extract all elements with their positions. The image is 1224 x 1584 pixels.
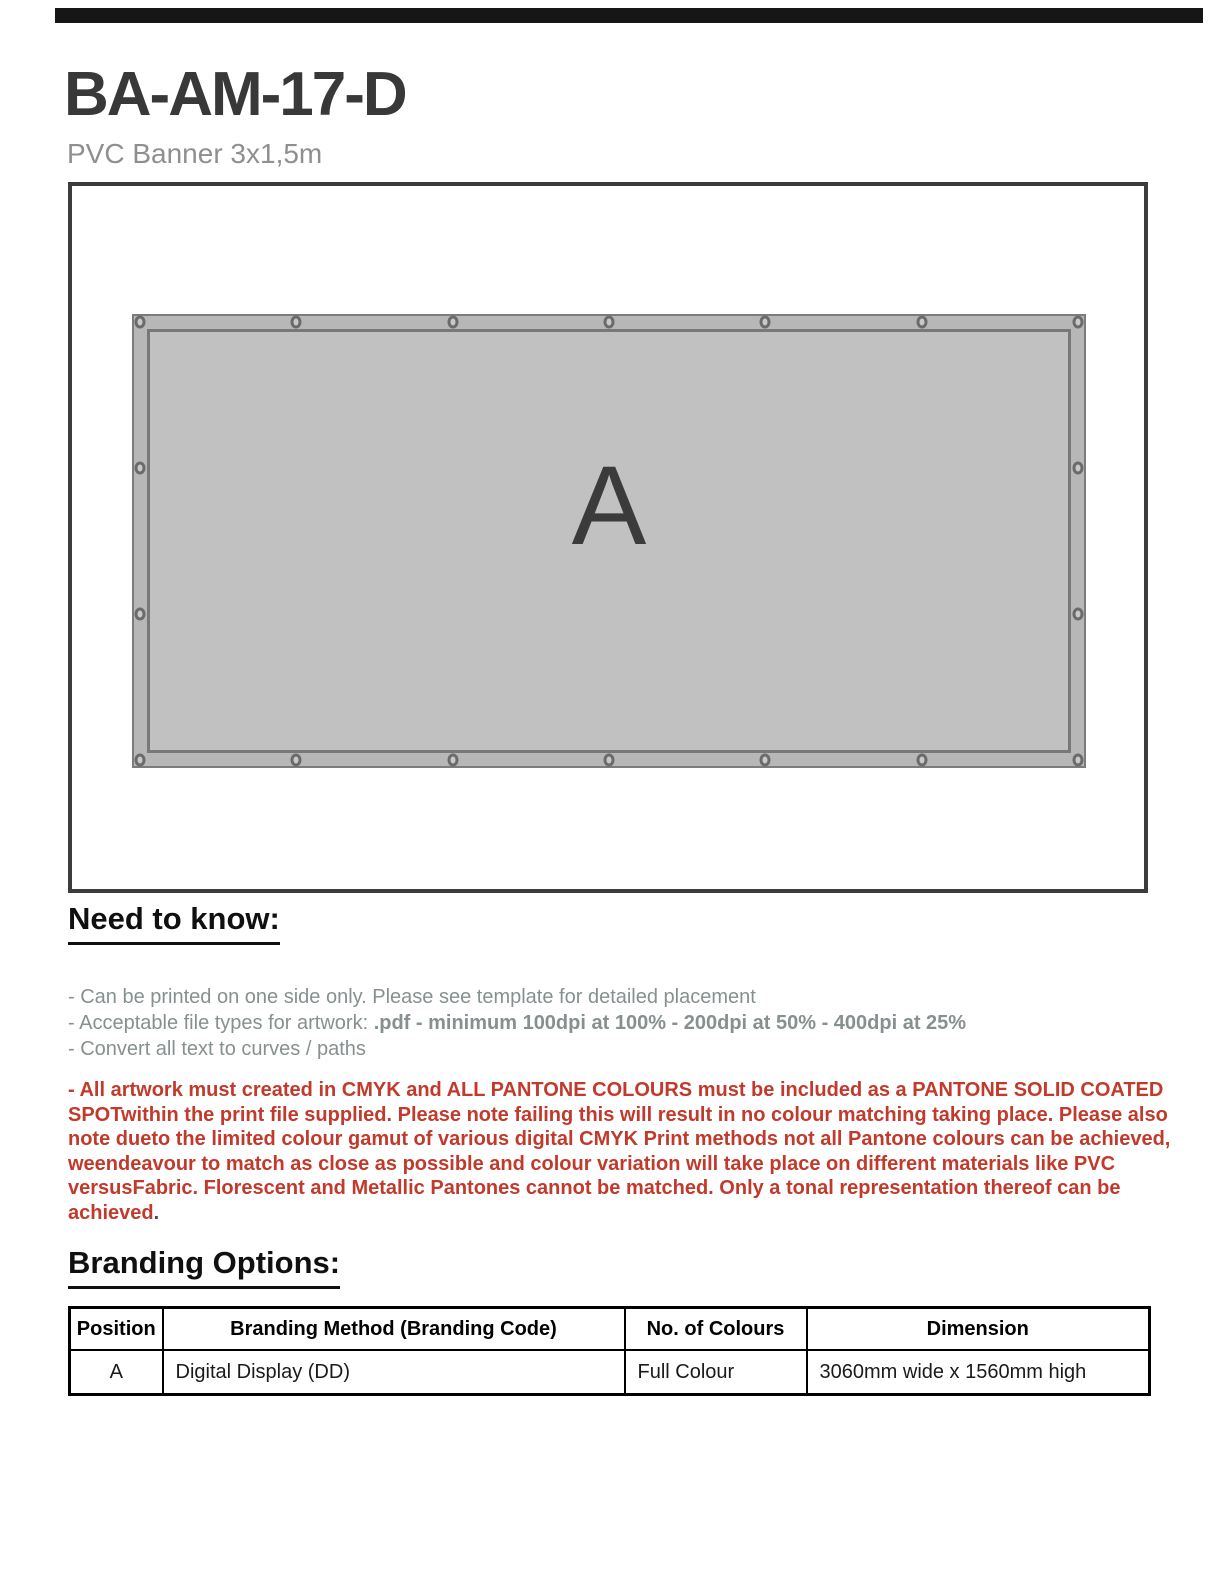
grommet-icon: [134, 607, 146, 621]
bullet-item: - Can be printed on one side only. Pleas…: [68, 986, 756, 1008]
bullet-item: - Convert all text to curves / paths: [68, 1038, 366, 1060]
table-cell: A: [68, 1349, 164, 1396]
table-header-cell: No. of Colours: [623, 1306, 808, 1351]
grommet-icon: [603, 753, 615, 767]
branding-table-head: Position Branding Method (Branding Code) N…: [68, 1306, 1151, 1351]
grommet-icon: [1072, 315, 1084, 329]
grommet-icon: [447, 315, 459, 329]
grommet-icon: [134, 753, 146, 767]
grommet-icon: [290, 315, 302, 329]
bullet-item: - Acceptable file types for artwork: .pd…: [68, 1012, 967, 1034]
table-header-cell: Branding Method (Branding Code): [161, 1306, 626, 1351]
grommet-icon: [759, 753, 771, 767]
branding-table: Position Branding Method (Branding Code) N…: [68, 1306, 1151, 1396]
warning-line: weendeavour to match as close as possibl…: [68, 1152, 1116, 1175]
banner-graphic: A: [132, 314, 1086, 768]
need-to-know-heading: Need to know:: [68, 901, 280, 946]
grommet-icon: [1072, 607, 1084, 621]
top-divider-bar: [55, 8, 1203, 23]
grommet-icon: [134, 461, 146, 475]
warning-paragraph: - All artwork must created in CMYK and A…: [68, 1078, 1170, 1225]
banner-print-area: [147, 329, 1071, 753]
warning-line: note dueto the limited colour gamut of v…: [68, 1128, 1171, 1150]
grommet-icon: [1072, 753, 1084, 767]
bullet-list: - Can be printed on one side only. Pleas…: [68, 984, 966, 1062]
warning-end-period: .: [153, 1201, 160, 1224]
table-header-row: Position Branding Method (Branding Code) N…: [68, 1306, 1151, 1351]
table-row: A Digital Display (DD) Full Colour 3060mm w…: [68, 1349, 1151, 1396]
table-header-cell: Dimension: [805, 1306, 1151, 1351]
branding-table-body: A Digital Display (DD) Full Colour 3060mm w…: [68, 1349, 1151, 1396]
grommet-icon: [916, 753, 928, 767]
bullet-bold-text: .pdf - minimum 100dpi at 100% - 200dpi a…: [373, 1012, 967, 1034]
diagram-frame: A: [68, 182, 1148, 893]
table-cell: Digital Display (DD): [161, 1349, 626, 1396]
branding-options-heading: Branding Options:: [68, 1245, 341, 1290]
warning-line: - All artwork must created in CMYK and A…: [68, 1079, 1164, 1101]
warning-line: SPOTwithin the print file supplied. Plea…: [68, 1103, 1168, 1126]
grommet-icon: [1072, 461, 1084, 475]
grommet-icon: [290, 753, 302, 767]
grommet-icon: [603, 315, 615, 329]
table-cell: Full Colour: [623, 1349, 808, 1396]
table-cell: 3060mm wide x 1560mm high: [805, 1349, 1151, 1396]
warning-line: versusFabric. Florescent and Metallic Pa…: [68, 1177, 1121, 1199]
position-label: A: [571, 443, 647, 568]
page-title: BA-AM-17-D: [64, 60, 408, 129]
table-header-cell: Position: [68, 1306, 164, 1351]
page-subtitle: PVC Banner 3x1,5m: [67, 138, 323, 169]
warning-line: achieved.: [68, 1201, 160, 1224]
grommet-icon: [134, 315, 146, 329]
grommet-icon: [447, 753, 459, 767]
grommet-icon: [916, 315, 928, 329]
grommet-icon: [759, 315, 771, 329]
